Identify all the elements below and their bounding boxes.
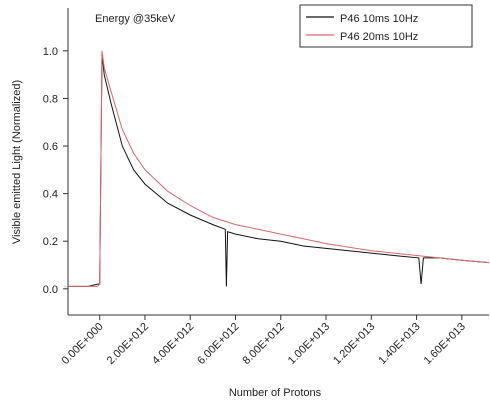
legend-label: P46 20ms 10Hz: [340, 31, 418, 43]
y-tick-label: 0.4: [43, 189, 58, 201]
x-tick-label: 8.00E+012: [241, 321, 287, 367]
y-tick-label: 0.8: [43, 93, 58, 105]
legend-label: P46 10ms 10Hz: [340, 13, 418, 25]
x-tick-label: 1.00E+013: [286, 321, 332, 367]
y-tick-label: 1.0: [43, 46, 58, 58]
y-tick-label: 0.2: [43, 236, 58, 248]
y-tick-label: 0.6: [43, 141, 58, 153]
annotation: Energy @35keV: [95, 13, 176, 25]
legend-box: [299, 4, 473, 48]
x-tick-label: 6.00E+012: [195, 321, 241, 367]
y-axis-title: Visible emitted Light (Normalized): [11, 80, 23, 244]
x-tick-label: 4.00E+012: [150, 321, 196, 367]
x-tick-label: 1.40E+013: [376, 321, 422, 367]
x-tick-label: 1.60E+013: [422, 321, 468, 367]
x-tick-label: 0.00E+000: [59, 321, 105, 367]
series-line: [68, 53, 490, 287]
x-axis-title: Number of Protons: [229, 387, 322, 399]
x-tick-label: 2.00E+012: [105, 321, 151, 367]
x-tick-label: 1.20E+013: [331, 321, 377, 367]
series-line: [68, 50, 490, 287]
y-tick-label: 0.0: [43, 284, 58, 296]
